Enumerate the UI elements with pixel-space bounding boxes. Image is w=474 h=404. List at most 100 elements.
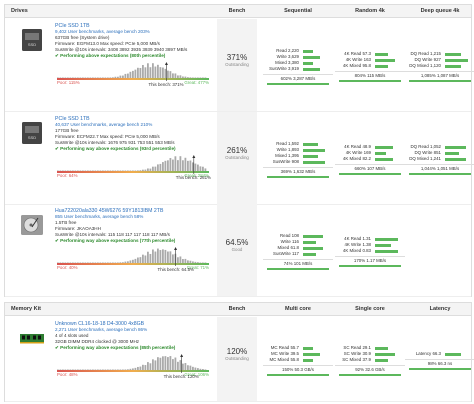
metric-text: DQ Read 1,052	[410, 144, 441, 149]
check-icon: ✔	[55, 345, 61, 350]
summary-text: 170% 1.17 MB/s	[353, 258, 387, 263]
metric-column: 4K Read 48.9 4K Write 169 4K Mixed 82.2 660…	[335, 144, 405, 175]
device-icon: SSD	[19, 120, 45, 146]
metric-line: Read 108	[263, 233, 333, 239]
metric-bar	[303, 358, 313, 362]
detail-line: Firmware: JKAOA3HH	[55, 226, 101, 231]
summary-bar	[339, 265, 401, 267]
detail-line: SusWrite @10s intervals: 1676 975 931 75…	[55, 140, 175, 145]
metric-bar	[375, 352, 395, 356]
metric-text: Mixed 61.8	[277, 245, 299, 250]
column-header: Bench	[228, 8, 246, 14]
metric-line: Read 1,592	[263, 141, 333, 147]
check-icon: ✔	[55, 238, 61, 243]
metric-column: 4K Read 1.31 4K Write 1.38 4K Mixed 0.83 17…	[335, 236, 405, 267]
expectation: ✔ Performing way above expectations (93r…	[55, 146, 213, 152]
bench-rating: Outstanding	[225, 62, 249, 67]
metric-line: Read 2,220	[263, 48, 333, 54]
item-info: Unknown CL16-18-18 D4-3000 4x8GB 2,271 Us…	[55, 321, 213, 379]
benchmark-count: 855 User benchmarks, average bench 58%	[55, 214, 144, 219]
bench-value: 120%	[226, 347, 248, 356]
summary-bar	[409, 173, 471, 175]
great-label: Great: 106%	[184, 372, 209, 377]
detail-line: Firmware: EGFM13.0 Max speed: PCIe 5,000…	[55, 41, 160, 46]
summary-text: 804% 115 MB/s	[354, 73, 386, 78]
summary-text: 74% 101 MB/s	[283, 261, 313, 266]
item-row: SSD PCIe SSD 1TB 40,637 User benchmarks, a…	[5, 112, 474, 205]
expectation-text: Performing above expectations (80th perc…	[60, 53, 166, 58]
detail-line: SusWrite @10s intervals: 3408 3892 3935 …	[55, 47, 188, 52]
metric-text: Write 3,629	[276, 54, 299, 59]
expectation: ✔ Performing above expectations (80th pe…	[55, 53, 213, 59]
device-icon: SSD	[19, 27, 45, 53]
metric-summary: 804% 115 MB/s	[335, 71, 405, 82]
bench-background	[217, 317, 257, 401]
metric-text: DQ Read 1,215	[410, 51, 441, 56]
metric-line: Mixed 61.8	[263, 245, 333, 251]
metric-bar	[375, 346, 388, 350]
metric-text: Latency 66.3	[415, 351, 441, 356]
histogram-bars	[57, 155, 209, 174]
ram-icon	[20, 334, 44, 344]
summary-text: 150% 50.3 GB/s	[282, 367, 314, 372]
metric-line: SusWrite 117	[263, 251, 333, 257]
metric-text: Read 2,220	[276, 48, 299, 53]
great-label: Great: 71%	[186, 265, 209, 270]
detail-line: 4 of 4 slots used	[55, 333, 89, 338]
column-header: Deep queue 4k	[420, 8, 460, 14]
metric-text: 4K Mixed 95.8	[342, 63, 371, 68]
bench-cell: 371% Outstanding	[217, 53, 257, 67]
memory-panel: Memory Kit Bench Multi core Single core Late…	[4, 302, 474, 402]
svg-text:SSD: SSD	[28, 42, 36, 47]
bench-rating: Good	[231, 247, 243, 252]
poor-label: Poor: 115%	[57, 80, 80, 85]
column-header: Random 4k	[355, 8, 385, 14]
metric-bar	[303, 67, 320, 71]
summary-text: 602% 3,287 MB/s	[280, 76, 316, 81]
metric-summary: 92% 32.6 GB/s	[335, 365, 405, 376]
metric-text: 4K Mixed 82.2	[342, 156, 371, 161]
metric-column: Read 1,592 Write 1,893 Mixed 1,395 SusWrite…	[263, 141, 333, 178]
summary-bar	[339, 173, 401, 175]
metric-text: Read 1,592	[276, 141, 299, 146]
metric-column: SC Read 29.1 SC Write 30.9 SC Mixed 37.9 92…	[335, 345, 405, 376]
metric-summary: 98% 66.3 ns	[405, 359, 474, 370]
column-header: Memory Kit	[11, 306, 41, 312]
item-info: Hua722020ala330 45W6276 59Y1813IBM 2TB 85…	[55, 208, 213, 272]
device-icon	[19, 212, 45, 238]
column-header: Sequential	[284, 8, 312, 14]
metric-text: MC Read 55.7	[270, 345, 299, 350]
benchmark-count: 2,271 User benchmarks, average bench 86%	[55, 327, 148, 332]
metric-line: MC Mixed 55.8	[263, 357, 333, 363]
metric-bar	[445, 145, 466, 149]
metric-line: SC Read 29.1	[335, 345, 405, 351]
expectation-text: Performing way above expectations (85th …	[60, 345, 176, 350]
bench-cell: 64.5% Good	[217, 238, 257, 252]
metric-summary: 74% 101 MB/s	[263, 259, 333, 270]
metric-text: MC Write 39.5	[271, 351, 299, 356]
metric-bar	[303, 160, 325, 164]
summary-text: 98% 66.3 ns	[427, 361, 453, 366]
metric-bar	[445, 151, 459, 155]
metric-line: Write 116	[263, 239, 333, 245]
benchmark-count: 9,402 User benchmarks, average bench 203…	[55, 29, 150, 34]
metric-text: 4K Read 1.31	[344, 236, 371, 241]
column-header: Latency	[429, 306, 451, 312]
metric-line: SusWrite 908	[263, 159, 333, 165]
metric-line: DQ Mixed 1,120	[405, 63, 474, 69]
poor-label: Poor: 48%	[57, 372, 78, 377]
bench-value: 64.5%	[225, 238, 249, 247]
summary-bar	[267, 176, 329, 178]
check-icon: ✔	[55, 146, 61, 151]
metric-text: Mixed 1,395	[275, 153, 299, 158]
metric-line: 4K Read 1.31	[335, 236, 405, 242]
item-name: Hua722020ala330 45W6276 59Y1813IBM 2TB	[55, 208, 164, 214]
metric-line: MC Read 55.7	[263, 345, 333, 351]
metric-bar	[303, 154, 318, 158]
metric-line: 4K Write 1.38	[335, 242, 405, 248]
metric-bar	[375, 52, 388, 56]
bench-cell: 120% Outstanding	[217, 347, 257, 361]
summary-bar	[267, 83, 329, 85]
summary-bar	[267, 268, 329, 270]
